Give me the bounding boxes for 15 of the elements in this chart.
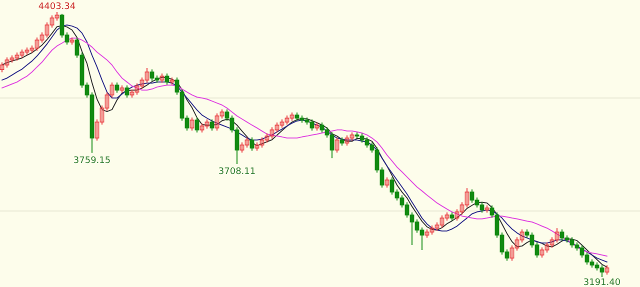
candlestick: [160, 73, 164, 84]
candlestick: [124, 84, 130, 98]
annotation: 3191.40: [583, 278, 621, 287]
candlestick: [210, 118, 214, 132]
candlestick: [114, 82, 120, 94]
annotation: 4403.34: [38, 2, 76, 12]
annotation: 3759.15: [73, 156, 111, 166]
candlestick: [334, 136, 340, 154]
candlestick: [604, 264, 610, 276]
candlestick: [194, 116, 200, 134]
candlestick: [164, 73, 170, 86]
candlestick: [250, 136, 254, 152]
candlestick: [190, 116, 194, 132]
candlestick: [384, 176, 390, 188]
annotation: 3708.11: [218, 167, 256, 178]
